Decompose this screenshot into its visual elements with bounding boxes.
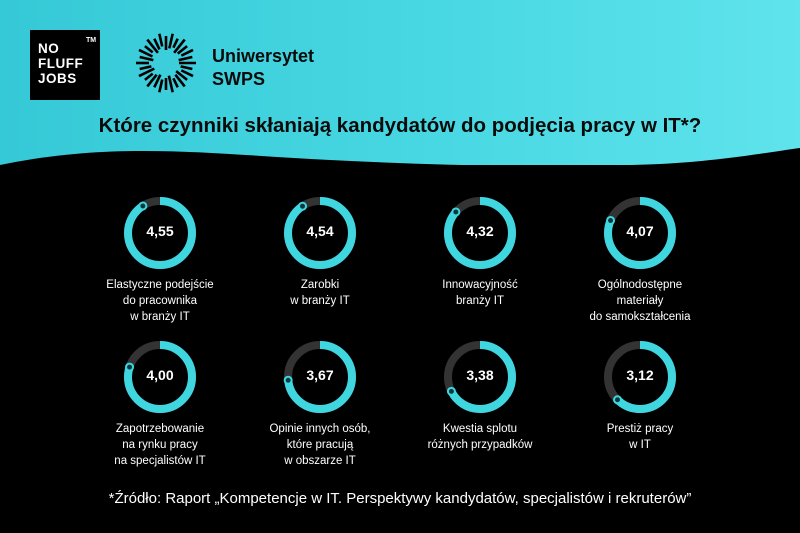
rating-arc-end-dot	[613, 395, 623, 405]
rating-ring	[283, 341, 356, 413]
swps-ray	[180, 48, 194, 57]
rating-label-line: różnych przypadków	[427, 439, 533, 451]
rating-value: 4,07	[626, 223, 654, 239]
swps-name-line: Uniwersytet	[212, 46, 315, 66]
nofluffjobs-logo: NO FLUFF JOBS TM	[30, 30, 100, 100]
swps-ray	[139, 55, 154, 62]
rating-arc	[444, 341, 516, 413]
nofluffjobs-logo-line: NO	[38, 41, 60, 56]
swps-ray	[174, 73, 186, 88]
swps-ray	[178, 55, 193, 62]
chart-title: Które czynniki skłaniają kandydatów do p…	[98, 114, 702, 137]
rating-label-line: na specjalistów IT	[114, 455, 206, 467]
rating-label: Zapotrzebowanie na rynku pracy na specjali…	[75, 421, 245, 469]
swps-ray	[180, 65, 193, 71]
rating-label-line: do samokształcenia	[589, 311, 691, 323]
rating-arc-end-dot	[298, 201, 308, 211]
rating-arc	[284, 341, 356, 413]
rating-arc-end-dot	[125, 362, 135, 372]
rating-label: Innowacyjność branży IT	[395, 277, 565, 309]
wave-divider	[0, 148, 800, 190]
swps-ray	[138, 48, 154, 58]
rating-label-line: Kwestia splotu	[442, 423, 518, 435]
rating-label-line: Innowacyjność	[442, 279, 518, 291]
swps-ray	[144, 45, 154, 54]
swps-ray	[175, 70, 188, 81]
rating-arc	[444, 197, 516, 269]
rating-label-line: Elastyczne podejście	[106, 279, 214, 291]
nofluffjobs-logo-line: FLUFF	[38, 56, 84, 71]
swps-ray	[158, 33, 164, 47]
rating-label: Kwestia splotu różnych przypadków	[395, 421, 565, 453]
rating-label: Zarobki w branży IT	[235, 277, 405, 309]
swps-ray	[180, 69, 194, 78]
rating-ring	[284, 197, 356, 269]
rating-label-line: w IT	[629, 439, 651, 451]
rating-arc-end-dot	[138, 201, 148, 211]
swps-ray	[146, 38, 159, 54]
rating-label-line: Ogólnodostępne	[597, 279, 683, 291]
rating-value: 4,55	[146, 223, 174, 239]
rating-ring	[444, 341, 516, 413]
rating-ring	[604, 341, 676, 413]
rating-arc-end-dot	[451, 207, 461, 217]
rating-arc	[124, 197, 196, 269]
rating-value: 4,00	[146, 367, 174, 383]
rating-label: Elastyczne podejście do pracownika w branż…	[75, 277, 245, 325]
rating-ring	[124, 197, 196, 269]
rating-value: 3,38	[466, 367, 494, 383]
nofluffjobs-logo-line: JOBS	[38, 71, 77, 86]
rating-ring	[124, 341, 196, 413]
swps-ray	[153, 38, 161, 51]
rating-label-line: Prestiż pracy	[606, 423, 674, 435]
header-band	[0, 0, 800, 165]
rating-value: 4,32	[466, 223, 494, 239]
rating-label-line: Opinie innych osób,	[269, 423, 371, 435]
rating-label-line: które pracują	[286, 439, 354, 451]
swps-ray	[172, 77, 179, 88]
swps-ray	[139, 65, 152, 71]
swps-ray	[158, 79, 164, 93]
rating-arc	[284, 197, 356, 269]
rating-label-line: materiały	[616, 295, 664, 307]
rating-ring	[604, 197, 676, 269]
rating-label: Prestiż pracy w IT	[555, 421, 725, 453]
trademark-mark: TM	[86, 37, 97, 44]
rating-label-line: branży IT	[456, 295, 504, 307]
swps-ray	[167, 75, 174, 93]
rating-arc-end-dot	[283, 375, 293, 385]
rating-value: 4,54	[306, 223, 334, 239]
rating-arc	[124, 341, 196, 413]
swps-ray	[144, 72, 154, 81]
swps-ray	[176, 45, 188, 55]
rating-label-line: Zarobki	[300, 279, 340, 291]
swps-ray	[173, 38, 186, 54]
swps-ray	[153, 74, 162, 88]
rating-label: Ogólnodostępne materiały do samokształceni…	[555, 277, 725, 325]
rating-label-line: w obszarze IT	[284, 455, 356, 467]
rating-label-line: w branży IT	[130, 311, 190, 323]
rating-arc-end-dot	[606, 215, 616, 225]
swps-name-line: SWPS	[212, 69, 266, 89]
rating-label-line: w branży IT	[290, 295, 350, 307]
rating-label-line: Zapotrzebowanie	[115, 423, 205, 435]
swps-ray	[172, 38, 179, 49]
rating-arc	[604, 341, 676, 413]
rating-ring	[444, 197, 516, 269]
rating-value: 3,12	[626, 367, 654, 383]
rating-label: Opinie innych osób, które pracują w obszar…	[235, 421, 405, 469]
rating-label-line: na rynku pracy	[122, 439, 198, 451]
rating-arc	[604, 197, 676, 269]
rating-label-line: do pracownika	[122, 295, 198, 307]
rating-value: 3,67	[306, 367, 334, 383]
swps-ray	[138, 67, 155, 78]
rating-arc-end-dot	[446, 386, 456, 396]
swps-logo-icon	[136, 33, 196, 93]
swps-ray	[146, 73, 158, 88]
source-note: *Źródło: Raport „Kompetencje w IT. Persp…	[108, 490, 692, 507]
swps-ray	[168, 33, 174, 49]
